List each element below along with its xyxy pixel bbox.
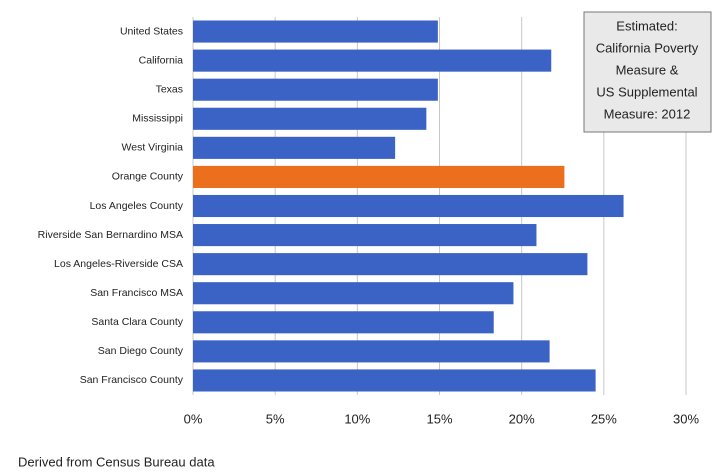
x-tick-label: 5% — [266, 411, 285, 426]
bar — [193, 165, 565, 188]
y-tick-label: Orange County — [112, 171, 184, 183]
annotation-text: US Supplemental — [596, 84, 697, 99]
y-tick-label: Los Angeles County — [90, 200, 184, 212]
x-tick-label: 25% — [591, 411, 617, 426]
bar — [193, 136, 396, 159]
y-tick-label: California — [139, 54, 184, 66]
bar — [193, 253, 588, 276]
bar — [193, 311, 494, 334]
y-tick-label: West Virginia — [122, 142, 184, 154]
bar — [193, 107, 427, 130]
y-tick-label: Texas — [156, 83, 183, 95]
bar — [193, 194, 624, 218]
bar — [193, 20, 438, 43]
bar — [193, 340, 550, 363]
x-tick-label: 0% — [184, 411, 203, 426]
annotation-text: Measure & — [616, 62, 679, 77]
y-tick-label: Santa Clara County — [91, 316, 183, 328]
x-tick-label: 10% — [344, 411, 370, 426]
y-tick-label: United States — [120, 25, 183, 37]
bar — [193, 49, 552, 72]
annotation-text: Measure: 2012 — [604, 106, 691, 121]
annotation-box — [583, 11, 712, 133]
x-tick-label: 30% — [673, 411, 699, 426]
bar — [193, 224, 537, 247]
y-tick-label: Los Angeles-Riverside CSA — [54, 258, 183, 270]
annotation-text: Estimated: — [616, 18, 677, 33]
y-tick-label: Riverside San Bernardino MSA — [38, 229, 183, 241]
y-tick-label: Mississippi — [132, 113, 183, 125]
x-tick-label: 15% — [426, 411, 452, 426]
x-tick-label: 20% — [509, 411, 535, 426]
y-tick-label: San Francisco County — [80, 374, 184, 386]
y-tick-label: San Francisco MSA — [90, 287, 183, 299]
y-tick-label: San Diego County — [98, 345, 184, 357]
bar — [193, 282, 514, 305]
annotation-text: California Poverty — [596, 40, 699, 55]
source-note: Derived from Census Bureau data — [18, 454, 215, 469]
bar — [193, 369, 596, 392]
bar — [193, 78, 438, 101]
